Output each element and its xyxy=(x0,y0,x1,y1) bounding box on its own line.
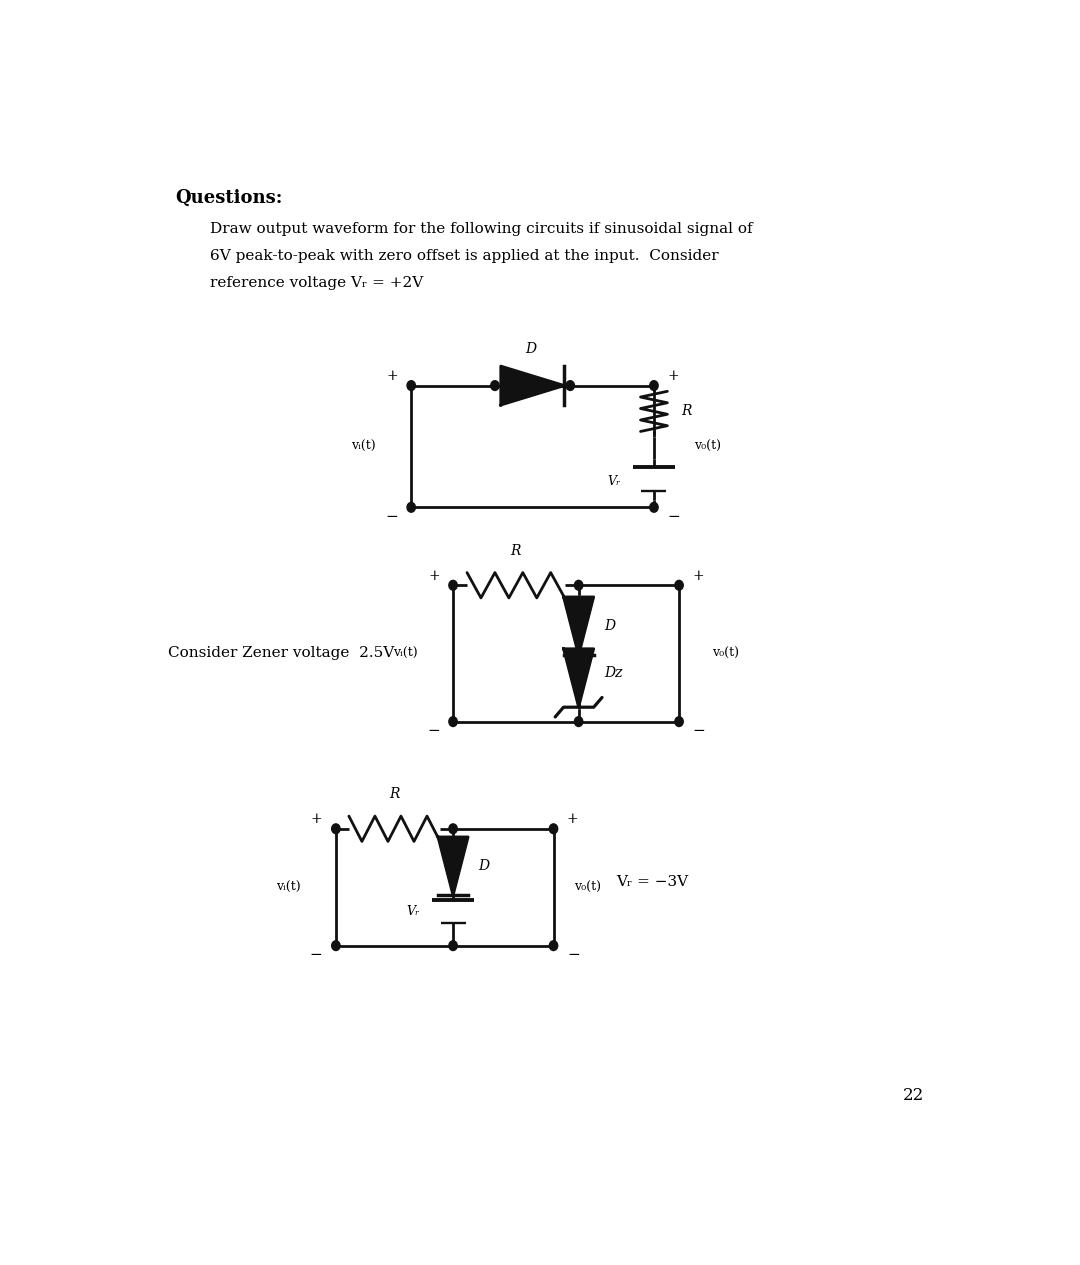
Text: +: + xyxy=(311,812,323,826)
Circle shape xyxy=(575,581,583,589)
Text: 6V peak-to-peak with zero offset is applied at the input.  Consider: 6V peak-to-peak with zero offset is appl… xyxy=(211,249,719,263)
Text: Draw output waveform for the following circuits if sinusoidal signal of: Draw output waveform for the following c… xyxy=(211,221,753,237)
Text: +: + xyxy=(567,812,579,826)
Circle shape xyxy=(332,941,340,950)
Circle shape xyxy=(650,502,658,512)
Circle shape xyxy=(449,581,457,589)
Circle shape xyxy=(449,941,457,950)
Circle shape xyxy=(650,381,658,391)
Text: Consider Zener voltage  2.5V: Consider Zener voltage 2.5V xyxy=(168,646,394,660)
Text: +: + xyxy=(428,568,440,582)
Text: −: − xyxy=(386,510,397,524)
Text: reference voltage Vᵣ = +2V: reference voltage Vᵣ = +2V xyxy=(211,277,423,291)
Text: R: R xyxy=(511,544,521,558)
Text: +: + xyxy=(387,369,397,383)
Text: −: − xyxy=(692,725,705,739)
Circle shape xyxy=(575,717,583,726)
Polygon shape xyxy=(564,597,594,655)
Text: R: R xyxy=(389,788,400,802)
Text: −: − xyxy=(310,949,323,963)
Text: −: − xyxy=(427,725,440,739)
Text: v₀(t): v₀(t) xyxy=(575,880,602,893)
Text: Vᵣ: Vᵣ xyxy=(607,474,620,487)
Circle shape xyxy=(490,381,499,391)
Text: 22: 22 xyxy=(903,1088,924,1104)
Text: vᵢ(t): vᵢ(t) xyxy=(276,880,300,893)
Text: D: D xyxy=(478,859,489,873)
Circle shape xyxy=(675,717,684,726)
Text: +: + xyxy=(667,369,679,383)
Text: Vᵣ = −3V: Vᵣ = −3V xyxy=(617,875,688,889)
Text: R: R xyxy=(680,405,691,419)
Circle shape xyxy=(332,824,340,834)
Text: +: + xyxy=(692,568,704,582)
Circle shape xyxy=(449,824,457,834)
Text: D: D xyxy=(604,619,615,634)
Text: v₀(t): v₀(t) xyxy=(713,646,740,660)
Circle shape xyxy=(550,941,557,950)
Circle shape xyxy=(550,824,557,834)
Text: vᵢ(t): vᵢ(t) xyxy=(393,646,418,660)
Text: Dᴢ: Dᴢ xyxy=(604,667,622,681)
Text: vᵢ(t): vᵢ(t) xyxy=(351,440,376,453)
Text: −: − xyxy=(567,949,580,963)
Text: Questions:: Questions: xyxy=(175,188,283,206)
Polygon shape xyxy=(501,366,565,405)
Circle shape xyxy=(675,581,684,589)
Circle shape xyxy=(407,381,416,391)
Circle shape xyxy=(566,381,575,391)
Circle shape xyxy=(449,717,457,726)
Text: −: − xyxy=(667,510,680,524)
Text: v₀(t): v₀(t) xyxy=(694,440,721,453)
Text: Vᵣ: Vᵣ xyxy=(406,906,420,918)
Polygon shape xyxy=(564,649,594,707)
Text: D: D xyxy=(525,343,537,357)
Circle shape xyxy=(407,502,416,512)
Polygon shape xyxy=(438,837,468,896)
